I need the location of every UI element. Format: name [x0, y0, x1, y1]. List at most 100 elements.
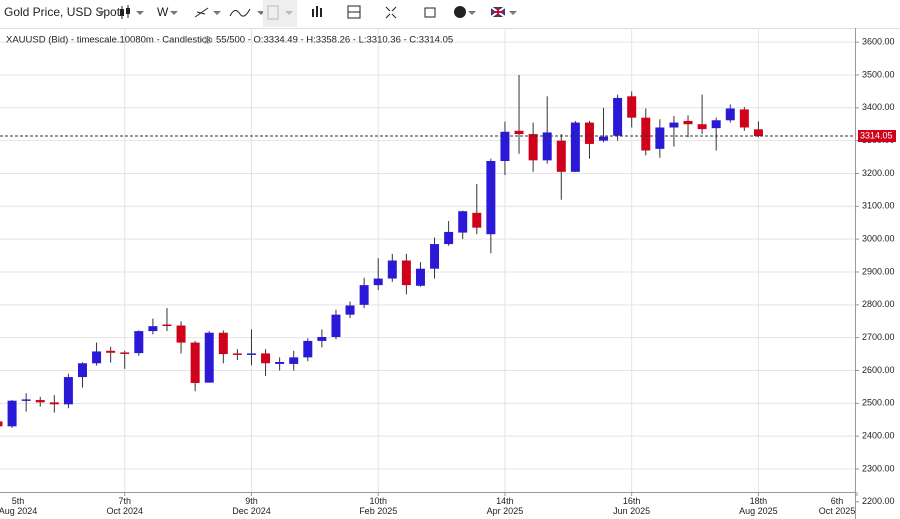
- x-tick-label-line: Dec 2024: [232, 506, 271, 516]
- candle-body: [148, 326, 158, 332]
- plot-area: [0, 28, 855, 492]
- x-tick-label: 14th Apr 2025: [487, 496, 524, 516]
- volume-button[interactable]: [312, 6, 322, 17]
- candle-body: [261, 353, 271, 364]
- y-tick-label: 3100.00: [862, 201, 895, 211]
- y-tick-label: 3400.00: [862, 102, 895, 112]
- candle-body: [584, 122, 594, 144]
- candle-body: [486, 160, 496, 235]
- candle-body: [415, 268, 425, 286]
- fullscreen-button[interactable]: [385, 6, 397, 19]
- language-button[interactable]: [490, 6, 517, 18]
- dropdown-arrow[interactable]: [97, 11, 105, 15]
- candle-body: [739, 109, 749, 128]
- candle-body: [246, 353, 256, 355]
- candle-body: [641, 117, 651, 151]
- candle-body: [613, 97, 623, 136]
- candle-body: [599, 136, 609, 141]
- candle-body: [0, 421, 3, 427]
- y-tick-label: 2200.00: [862, 496, 895, 506]
- candle-body: [162, 324, 172, 327]
- candle-body: [134, 331, 144, 354]
- candle-body: [697, 124, 707, 130]
- y-tick-label: 3600.00: [862, 36, 895, 46]
- candle-body: [275, 361, 285, 364]
- dropdown-arrow[interactable]: [170, 11, 178, 15]
- candle-body: [753, 129, 763, 137]
- candle-body: [190, 342, 200, 383]
- x-tick-label-line: Feb 2025: [359, 506, 397, 516]
- x-tick-label-line: 6th: [831, 496, 844, 506]
- candle-body: [444, 231, 454, 245]
- candle-body: [514, 130, 524, 135]
- candle-body: [401, 260, 411, 286]
- candle-body: [106, 350, 116, 353]
- candle-body: [317, 337, 327, 341]
- candle-body: [120, 352, 130, 354]
- candle-body: [458, 211, 468, 233]
- interval-select[interactable]: W: [157, 5, 169, 19]
- theme-button[interactable]: [454, 6, 476, 18]
- x-tick-label: 5th Aug 2024: [0, 496, 37, 516]
- candle-body: [331, 314, 341, 338]
- x-tick-label: 10th Feb 2025: [359, 496, 397, 516]
- x-tick-label-line: 16th: [623, 496, 641, 506]
- candle-body: [627, 96, 637, 118]
- candle-body: [204, 332, 214, 383]
- crop-button[interactable]: [424, 7, 436, 18]
- candle-body: [359, 285, 369, 305]
- y-tick-label: 2700.00: [862, 332, 895, 342]
- x-tick-label-line: 5th: [12, 496, 25, 506]
- candle-type-button[interactable]: [120, 5, 144, 19]
- x-tick-label: 6th Oct 2025: [819, 496, 856, 516]
- x-tick-label: 7th Oct 2024: [106, 496, 143, 516]
- x-tick-label-line: 14th: [496, 496, 514, 506]
- instrument-select[interactable]: Gold Price, USD Spot: [4, 5, 121, 19]
- x-tick-label-line: Aug 2024: [0, 506, 37, 516]
- y-tick-label: 3500.00: [862, 69, 895, 79]
- y-tick-label: 2600.00: [862, 365, 895, 375]
- last-price-box: [858, 130, 896, 143]
- quote-info: 55/500 - O:3334.49 - H:3358.26 - L:3310.…: [216, 35, 453, 46]
- x-tick-label-line: Oct 2025: [819, 506, 856, 516]
- candle-body: [683, 120, 693, 125]
- y-tick-label: 2800.00: [862, 299, 895, 309]
- y-tick-label: 3200.00: [862, 168, 895, 178]
- x-tick-label: 9th Dec 2024: [232, 496, 271, 516]
- candle-body: [711, 120, 721, 129]
- toolbar: [0, 0, 900, 28]
- candle-body: [373, 278, 383, 286]
- x-tick-label: 18th Aug 2025: [739, 496, 778, 516]
- y-tick-label: 2900.00: [862, 266, 895, 276]
- dropdown-arrow: [285, 11, 293, 15]
- candle-body: [176, 325, 186, 343]
- candle-body: [542, 132, 552, 161]
- candle-body: [21, 399, 31, 401]
- x-tick-label: 16th Jun 2025: [613, 496, 650, 516]
- series-info: XAUUSD (Bid) - timescale.10080m - Candle…: [6, 35, 212, 46]
- candle-body: [7, 400, 17, 427]
- candle-body: [49, 402, 59, 405]
- candle-body: [63, 377, 73, 405]
- draw-line-button[interactable]: [194, 7, 221, 18]
- candle-body: [232, 353, 242, 355]
- y-tick-label: 2300.00: [862, 463, 895, 473]
- y-tick-label: 2400.00: [862, 431, 895, 441]
- x-tick-label-line: Jun 2025: [613, 506, 650, 516]
- x-tick-label-line: Apr 2025: [487, 506, 524, 516]
- layout-button[interactable]: [347, 5, 361, 19]
- candle-body: [345, 305, 355, 315]
- candle-body: [387, 260, 397, 279]
- disabled-icon: [267, 5, 279, 20]
- candle-body: [669, 122, 679, 128]
- x-tick-label-line: Aug 2025: [739, 506, 778, 516]
- y-tick-label: 2500.00: [862, 398, 895, 408]
- x-tick-label-line: 10th: [369, 496, 387, 506]
- candle-body: [655, 127, 665, 149]
- candle-body: [725, 108, 735, 121]
- candle-body: [500, 131, 510, 161]
- candle-body: [92, 351, 102, 364]
- eye-icon[interactable]: [201, 36, 213, 44]
